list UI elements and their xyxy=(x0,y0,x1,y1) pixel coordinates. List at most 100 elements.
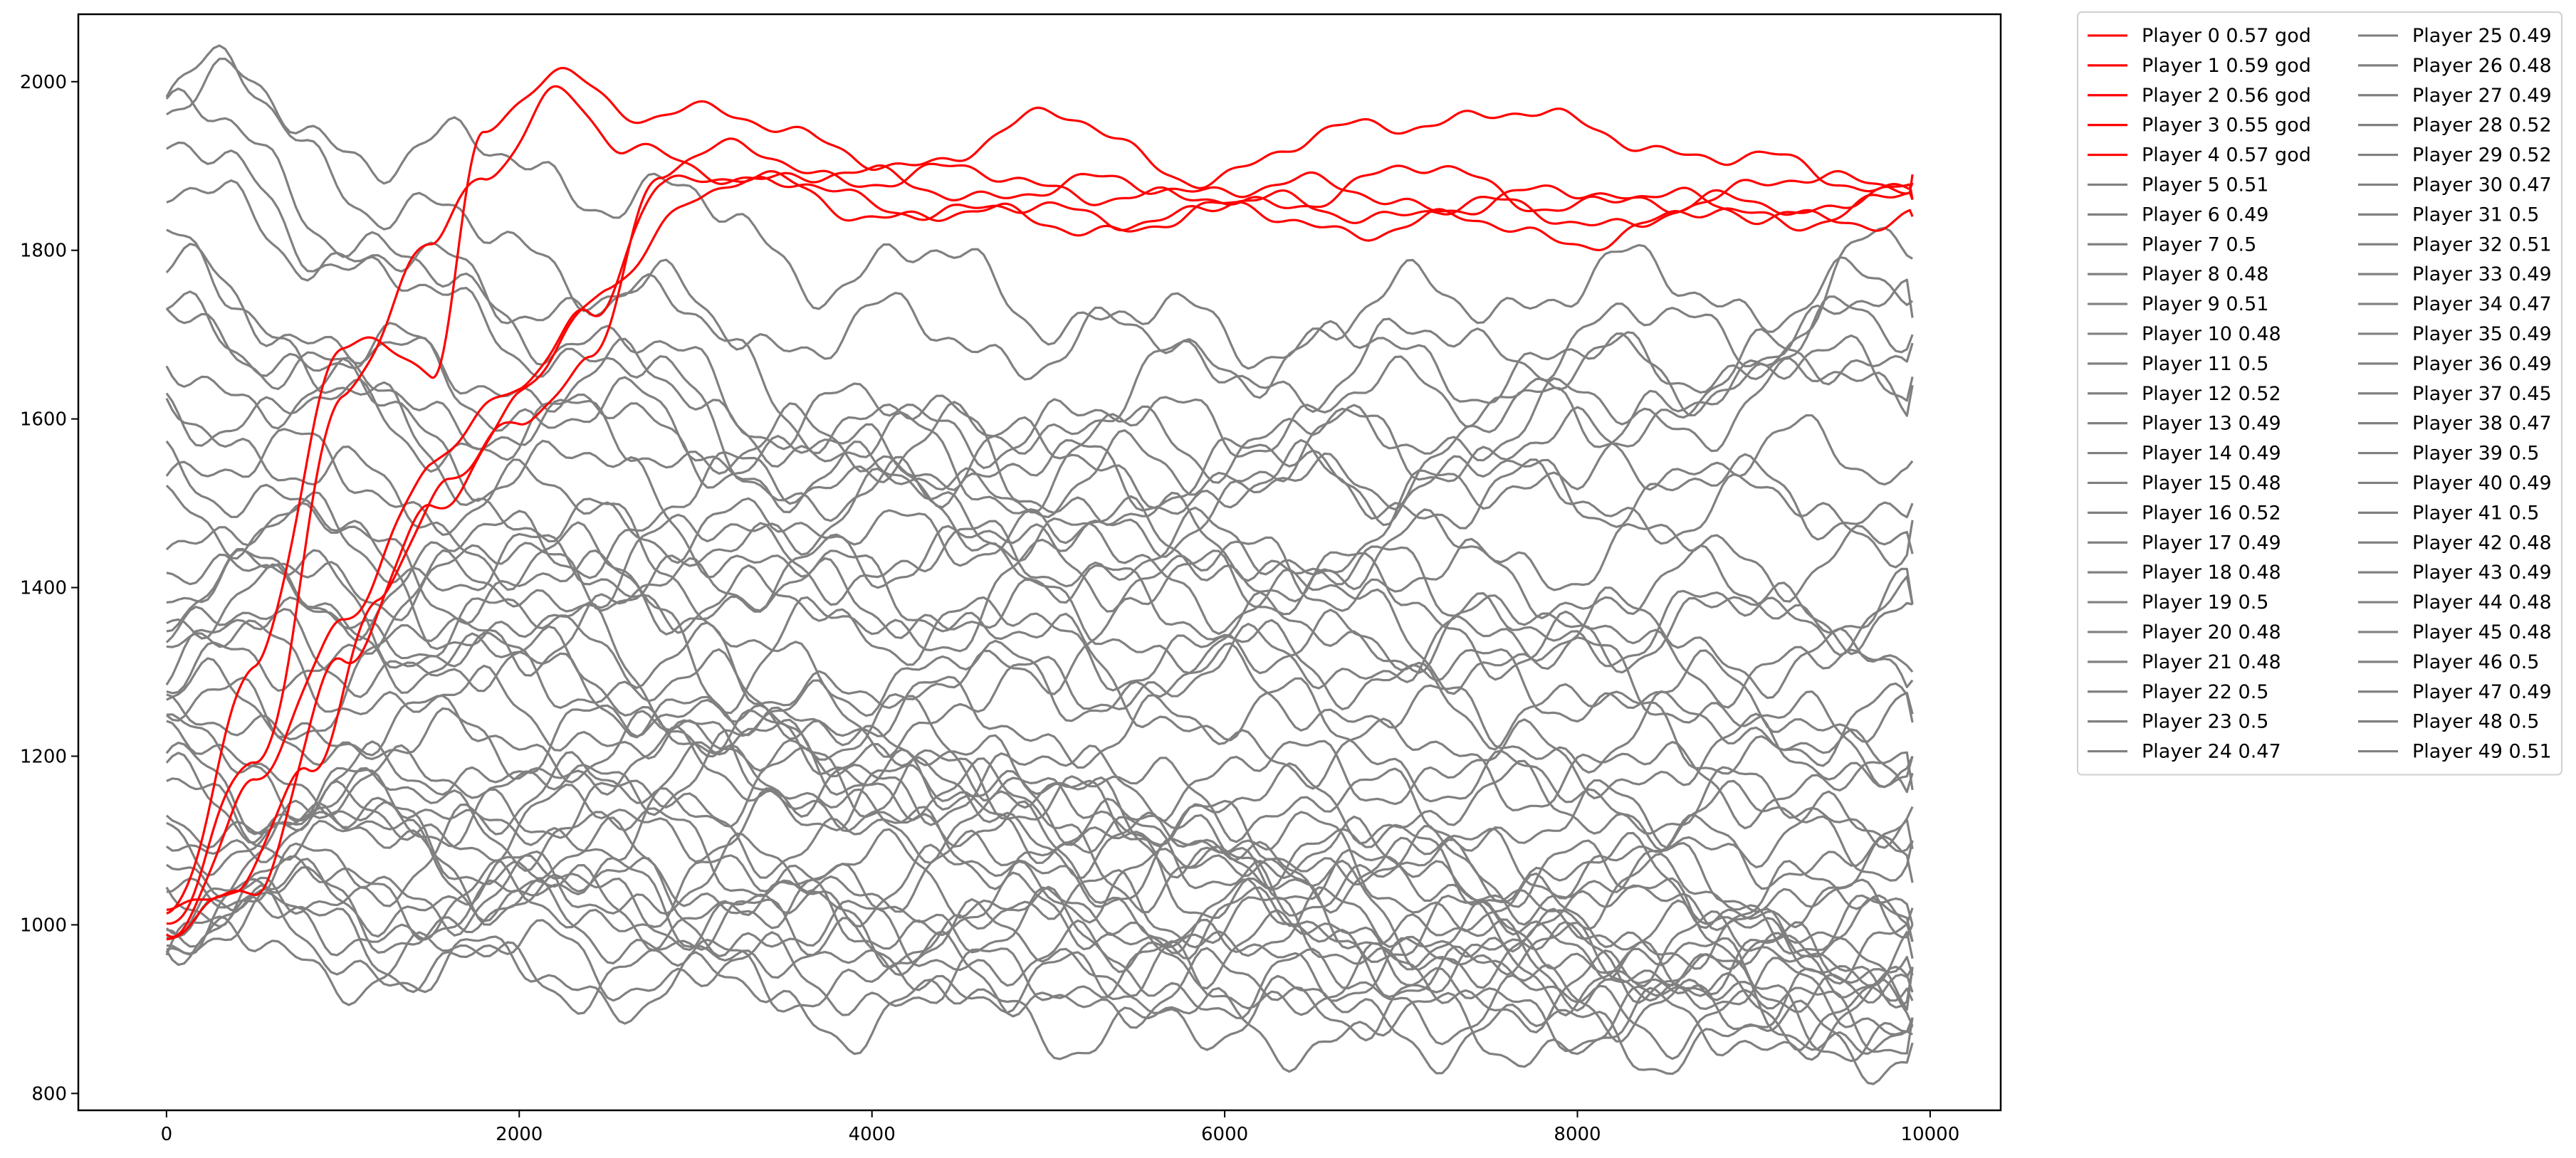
series-line-player-28 xyxy=(166,295,1914,695)
series-line-player-21 xyxy=(166,141,1914,794)
legend-box xyxy=(2077,11,2562,776)
series-line-player-37 xyxy=(166,228,1914,1036)
series-line-player-38 xyxy=(165,307,1914,882)
y-tick-label: 1000 xyxy=(20,915,67,936)
legend-label: Player 46 0.5 xyxy=(2412,651,2539,673)
series-line-player-12 xyxy=(165,278,1914,686)
legend-label: Player 29 0.52 xyxy=(2412,144,2552,167)
legend-label: Player 14 0.49 xyxy=(2142,443,2281,465)
series-line-player-39 xyxy=(165,378,1914,541)
series-line-player-35 xyxy=(165,915,1914,1034)
legend-label: Player 38 0.47 xyxy=(2412,413,2552,435)
x-tick-label: 8000 xyxy=(1554,1124,1601,1145)
legend-label: Player 6 0.49 xyxy=(2142,204,2268,226)
legend-label: Player 17 0.49 xyxy=(2142,532,2281,554)
legend-label: Player 15 0.48 xyxy=(2142,472,2281,494)
legend-label: Player 9 0.51 xyxy=(2142,293,2268,315)
series-line-player-5 xyxy=(166,58,1914,370)
series-line-player-6 xyxy=(165,87,1914,709)
series-line-player-49 xyxy=(166,226,1913,956)
legend-label: Player 24 0.47 xyxy=(2142,741,2281,763)
legend-label: Player 35 0.49 xyxy=(2412,323,2552,345)
series-line-player-30 xyxy=(165,741,1914,1085)
y-tick-label: 1600 xyxy=(20,409,67,431)
series-line-player-20 xyxy=(165,44,1914,700)
series-line-player-27 xyxy=(165,605,1914,830)
legend-label: Player 45 0.48 xyxy=(2412,621,2552,643)
legend-label: Player 33 0.49 xyxy=(2412,263,2552,285)
series-line-player-40 xyxy=(165,428,1914,634)
series-line-player-34 xyxy=(166,884,1914,1073)
series-line-player-36 xyxy=(166,179,1914,417)
legend-label: Player 0 0.57 god xyxy=(2142,25,2311,47)
legend-label: Player 4 0.57 god xyxy=(2142,144,2311,167)
legend-label: Player 8 0.48 xyxy=(2142,263,2268,285)
legend-label: Player 11 0.5 xyxy=(2142,353,2268,375)
legend-label: Player 27 0.49 xyxy=(2412,85,2552,107)
legend-label: Player 12 0.52 xyxy=(2142,383,2281,405)
series-line-player-47 xyxy=(165,855,1914,985)
y-tick-label: 1800 xyxy=(20,241,67,262)
legend-label: Player 40 0.49 xyxy=(2412,472,2552,494)
series-line-player-22 xyxy=(166,290,1914,491)
series-line-player-43 xyxy=(166,657,1914,869)
series-line-player-31 xyxy=(165,712,1914,849)
series-line-player-3 xyxy=(165,170,1914,938)
series-line-player-10 xyxy=(166,549,1913,1056)
series-line-player-2 xyxy=(166,176,1914,911)
legend-label: Player 13 0.49 xyxy=(2142,413,2281,435)
legend-label: Player 47 0.49 xyxy=(2412,681,2552,703)
legend-label: Player 42 0.48 xyxy=(2412,532,2552,554)
y-axis: 800 1000 1200 1400 1600 1800 2000 xyxy=(20,72,78,1105)
legend-label: Player 36 0.49 xyxy=(2412,353,2552,375)
series-line-player-9 xyxy=(165,484,1913,675)
legend-label: Player 18 0.48 xyxy=(2142,562,2281,584)
series-line-player-7 xyxy=(165,243,1914,789)
legend-label: Player 3 0.55 god xyxy=(2142,115,2311,137)
legend-label: Player 7 0.5 xyxy=(2142,233,2256,256)
legend-label: Player 49 0.51 xyxy=(2412,741,2552,763)
legend-label: Player 19 0.5 xyxy=(2142,591,2268,614)
legend-label: Player 5 0.51 xyxy=(2142,174,2268,196)
y-tick-label: 2000 xyxy=(20,72,67,93)
series-line-player-16 xyxy=(166,328,1914,877)
legend-label: Player 1 0.59 god xyxy=(2142,55,2311,77)
series-line-player-15 xyxy=(166,777,1914,1060)
x-tick-label: 0 xyxy=(161,1124,173,1145)
series-line-player-46 xyxy=(165,759,1914,864)
legend-label: Player 23 0.5 xyxy=(2142,711,2268,733)
legend-label: Player 37 0.45 xyxy=(2412,383,2552,405)
series-line-player-19 xyxy=(166,835,1914,957)
legend-label: Player 21 0.48 xyxy=(2142,651,2281,673)
legend-label: Player 39 0.5 xyxy=(2412,443,2539,465)
x-tick-label: 2000 xyxy=(496,1124,543,1145)
x-tick-label: 4000 xyxy=(849,1124,896,1145)
series-line-player-4 xyxy=(166,137,1914,941)
x-tick-label: 10000 xyxy=(1901,1124,1960,1145)
series-line-player-45 xyxy=(165,752,1914,1004)
legend-label: Player 48 0.5 xyxy=(2412,711,2539,733)
legend-label: Player 16 0.52 xyxy=(2142,502,2281,524)
legend-label: Player 26 0.48 xyxy=(2412,55,2552,77)
legend-label: Player 34 0.47 xyxy=(2412,293,2552,315)
legend-label: Player 32 0.51 xyxy=(2412,233,2552,256)
legend-label: Player 10 0.48 xyxy=(2142,323,2281,345)
series-line-player-1 xyxy=(166,66,1914,915)
series-line-player-11 xyxy=(166,563,1914,774)
series-line-player-32 xyxy=(166,575,1914,899)
legend-label: Player 41 0.5 xyxy=(2412,502,2539,524)
x-tick-label: 6000 xyxy=(1201,1124,1248,1145)
legend-label: Player 30 0.47 xyxy=(2412,174,2552,196)
series-line-player-42 xyxy=(166,619,1914,966)
series-line-player-41 xyxy=(166,506,1914,633)
series-line-player-0 xyxy=(166,85,1914,925)
legend-label: Player 25 0.49 xyxy=(2412,25,2552,47)
x-axis: 0 2000 4000 6000 8000 10000 xyxy=(161,1110,1960,1145)
legend-label: Player 2 0.56 god xyxy=(2142,85,2311,107)
series-line-player-25 xyxy=(165,491,1914,743)
legend-label: Player 43 0.49 xyxy=(2412,562,2552,584)
plot-lines xyxy=(165,44,1914,1085)
series-line-player-48 xyxy=(166,814,1914,939)
legend: Player 0 0.57 god Player 1 0.59 god Player… xyxy=(2077,11,2562,776)
series-line-player-26 xyxy=(166,548,1914,955)
